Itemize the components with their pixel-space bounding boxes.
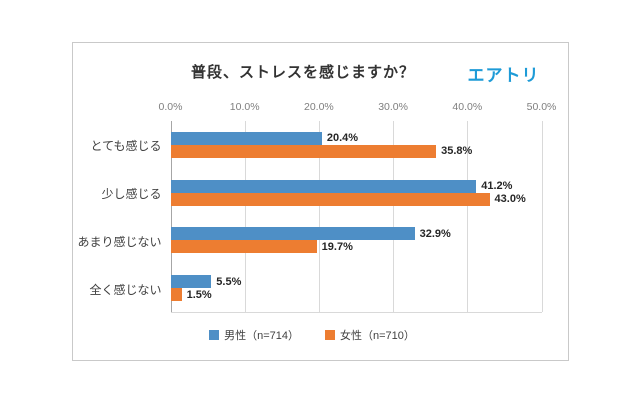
bar-group: 20.4% 35.8% <box>170 121 542 169</box>
bar-group: 32.9% 19.7% <box>170 217 542 265</box>
legend: 男性（n=714） 女性（n=710） <box>83 327 542 343</box>
bar-female <box>170 288 182 302</box>
airtrip-logo: エアトリ <box>468 61 540 86</box>
legend-swatch-female <box>325 330 335 340</box>
value-label: 5.5% <box>216 275 242 288</box>
bar-group: 5.5% 1.5% <box>170 264 542 312</box>
bar-male <box>170 275 212 289</box>
x-axis-tick: 20.0% <box>304 101 334 113</box>
value-label: 43.0% <box>494 193 526 206</box>
value-label: 1.5% <box>186 288 212 301</box>
legend-swatch-male <box>209 330 220 340</box>
x-axis-tick: 40.0% <box>452 101 483 113</box>
gridline <box>541 121 543 312</box>
gridline <box>393 121 395 312</box>
x-axis-tick: 10.0% <box>229 101 260 113</box>
bar-line: 41.2% <box>170 179 542 193</box>
bar-line: 19.7% <box>170 240 542 254</box>
bar-male <box>170 227 415 241</box>
bar-line: 35.8% <box>170 144 542 158</box>
value-label: 32.9% <box>419 227 451 240</box>
bar-male <box>170 179 477 193</box>
legend-item-female: 女性（n=710） <box>325 327 415 343</box>
bar-rows: 20.4% 35.8% 41.2% 43.0% 32.9% 19.7% 5.5% 1.5% <box>170 121 542 312</box>
category-label: とても感じる <box>90 138 162 153</box>
bar-line: 32.9% <box>170 227 542 241</box>
value-label: 20.4% <box>326 132 359 145</box>
x-axis-tick: 0.0% <box>158 101 183 113</box>
value-label: 41.2% <box>481 180 513 193</box>
category-label: 少し感じる <box>101 186 162 201</box>
value-label: 19.7% <box>321 240 353 253</box>
bar-male <box>170 131 322 145</box>
chart-title: 普段、ストレスを感じますか？ <box>191 64 416 81</box>
legend-label: 女性（n=710） <box>340 330 415 342</box>
gridline <box>318 121 320 312</box>
bar-female <box>170 144 437 158</box>
category-label: あまり感じない <box>77 234 162 249</box>
legend-item-male: 男性（n=714） <box>209 327 299 343</box>
bar-female <box>170 192 490 206</box>
x-axis-tick: 50.0% <box>526 101 557 113</box>
bar-line: 5.5% <box>170 275 542 289</box>
x-axis: 0.0% 10.0% 20.0% 30.0% 40.0% 50.0% <box>159 99 557 121</box>
x-axis-tick: 30.0% <box>378 101 408 113</box>
plot-area: 20.4% 35.8% 41.2% 43.0% 32.9% 19.7% 5.5% 1.5% <box>170 121 543 313</box>
bar-line: 20.4% <box>170 131 542 145</box>
bar-chart: 0.0% 10.0% 20.0% 30.0% 40.0% 50.0% とても感じる少し感じ… <box>77 99 557 313</box>
chart-header: 普段、ストレスを感じますか？ エアトリ <box>83 59 542 91</box>
bar-group: 41.2% 43.0% <box>170 169 542 217</box>
category-label: 全く感じない <box>89 282 162 297</box>
gridline <box>467 121 469 312</box>
bar-line: 43.0% <box>170 192 542 206</box>
airtrip-logo-text: エアトリ <box>467 66 540 85</box>
legend-label: 男性（n=714） <box>224 330 299 342</box>
value-label: 35.8% <box>441 145 473 158</box>
gridline <box>244 121 246 312</box>
category-axis: とても感じる少し感じるあまり感じない全く感じない <box>77 121 171 313</box>
bar-line: 1.5% <box>170 288 542 302</box>
value-axis-line <box>170 121 172 312</box>
bar-female <box>170 240 317 254</box>
chart-card: 普段、ストレスを感じますか？ エアトリ 0.0% 10.0% 20.0% 30.0% 4… <box>71 42 569 361</box>
